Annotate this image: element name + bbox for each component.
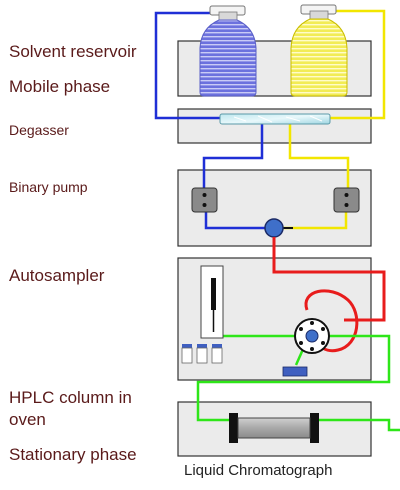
solvent-bottle-b — [290, 4, 348, 97]
injection-valve — [294, 318, 330, 354]
pump-head-b — [333, 187, 360, 213]
solvent-bottle-a — [199, 5, 257, 97]
degasser-chamber — [219, 113, 331, 125]
solvent-a-line — [154, 11, 266, 230]
label-binary-pump: Binary pump — [9, 179, 88, 195]
label-degasser: Degasser — [9, 122, 69, 138]
label-mobile-phase: Mobile phase — [9, 77, 111, 96]
sample-vials — [181, 344, 223, 364]
label-solvent-reservoir: Solvent reservoir — [9, 42, 137, 61]
syringe — [200, 265, 224, 339]
label-hplc-column: HPLC column in — [9, 388, 132, 407]
flow-line — [196, 334, 400, 432]
mixer — [264, 218, 284, 238]
solvent-b-line — [282, 9, 386, 230]
diagram-caption: Liquid Chromatograph — [184, 462, 333, 479]
pump-head-a — [191, 187, 218, 213]
waste-block — [282, 366, 308, 377]
hplc-column — [229, 413, 319, 443]
label-autosampler: Autosampler — [9, 266, 105, 285]
label-oven: oven — [9, 410, 46, 429]
label-stationary-phase: Stationary phase — [9, 445, 137, 464]
